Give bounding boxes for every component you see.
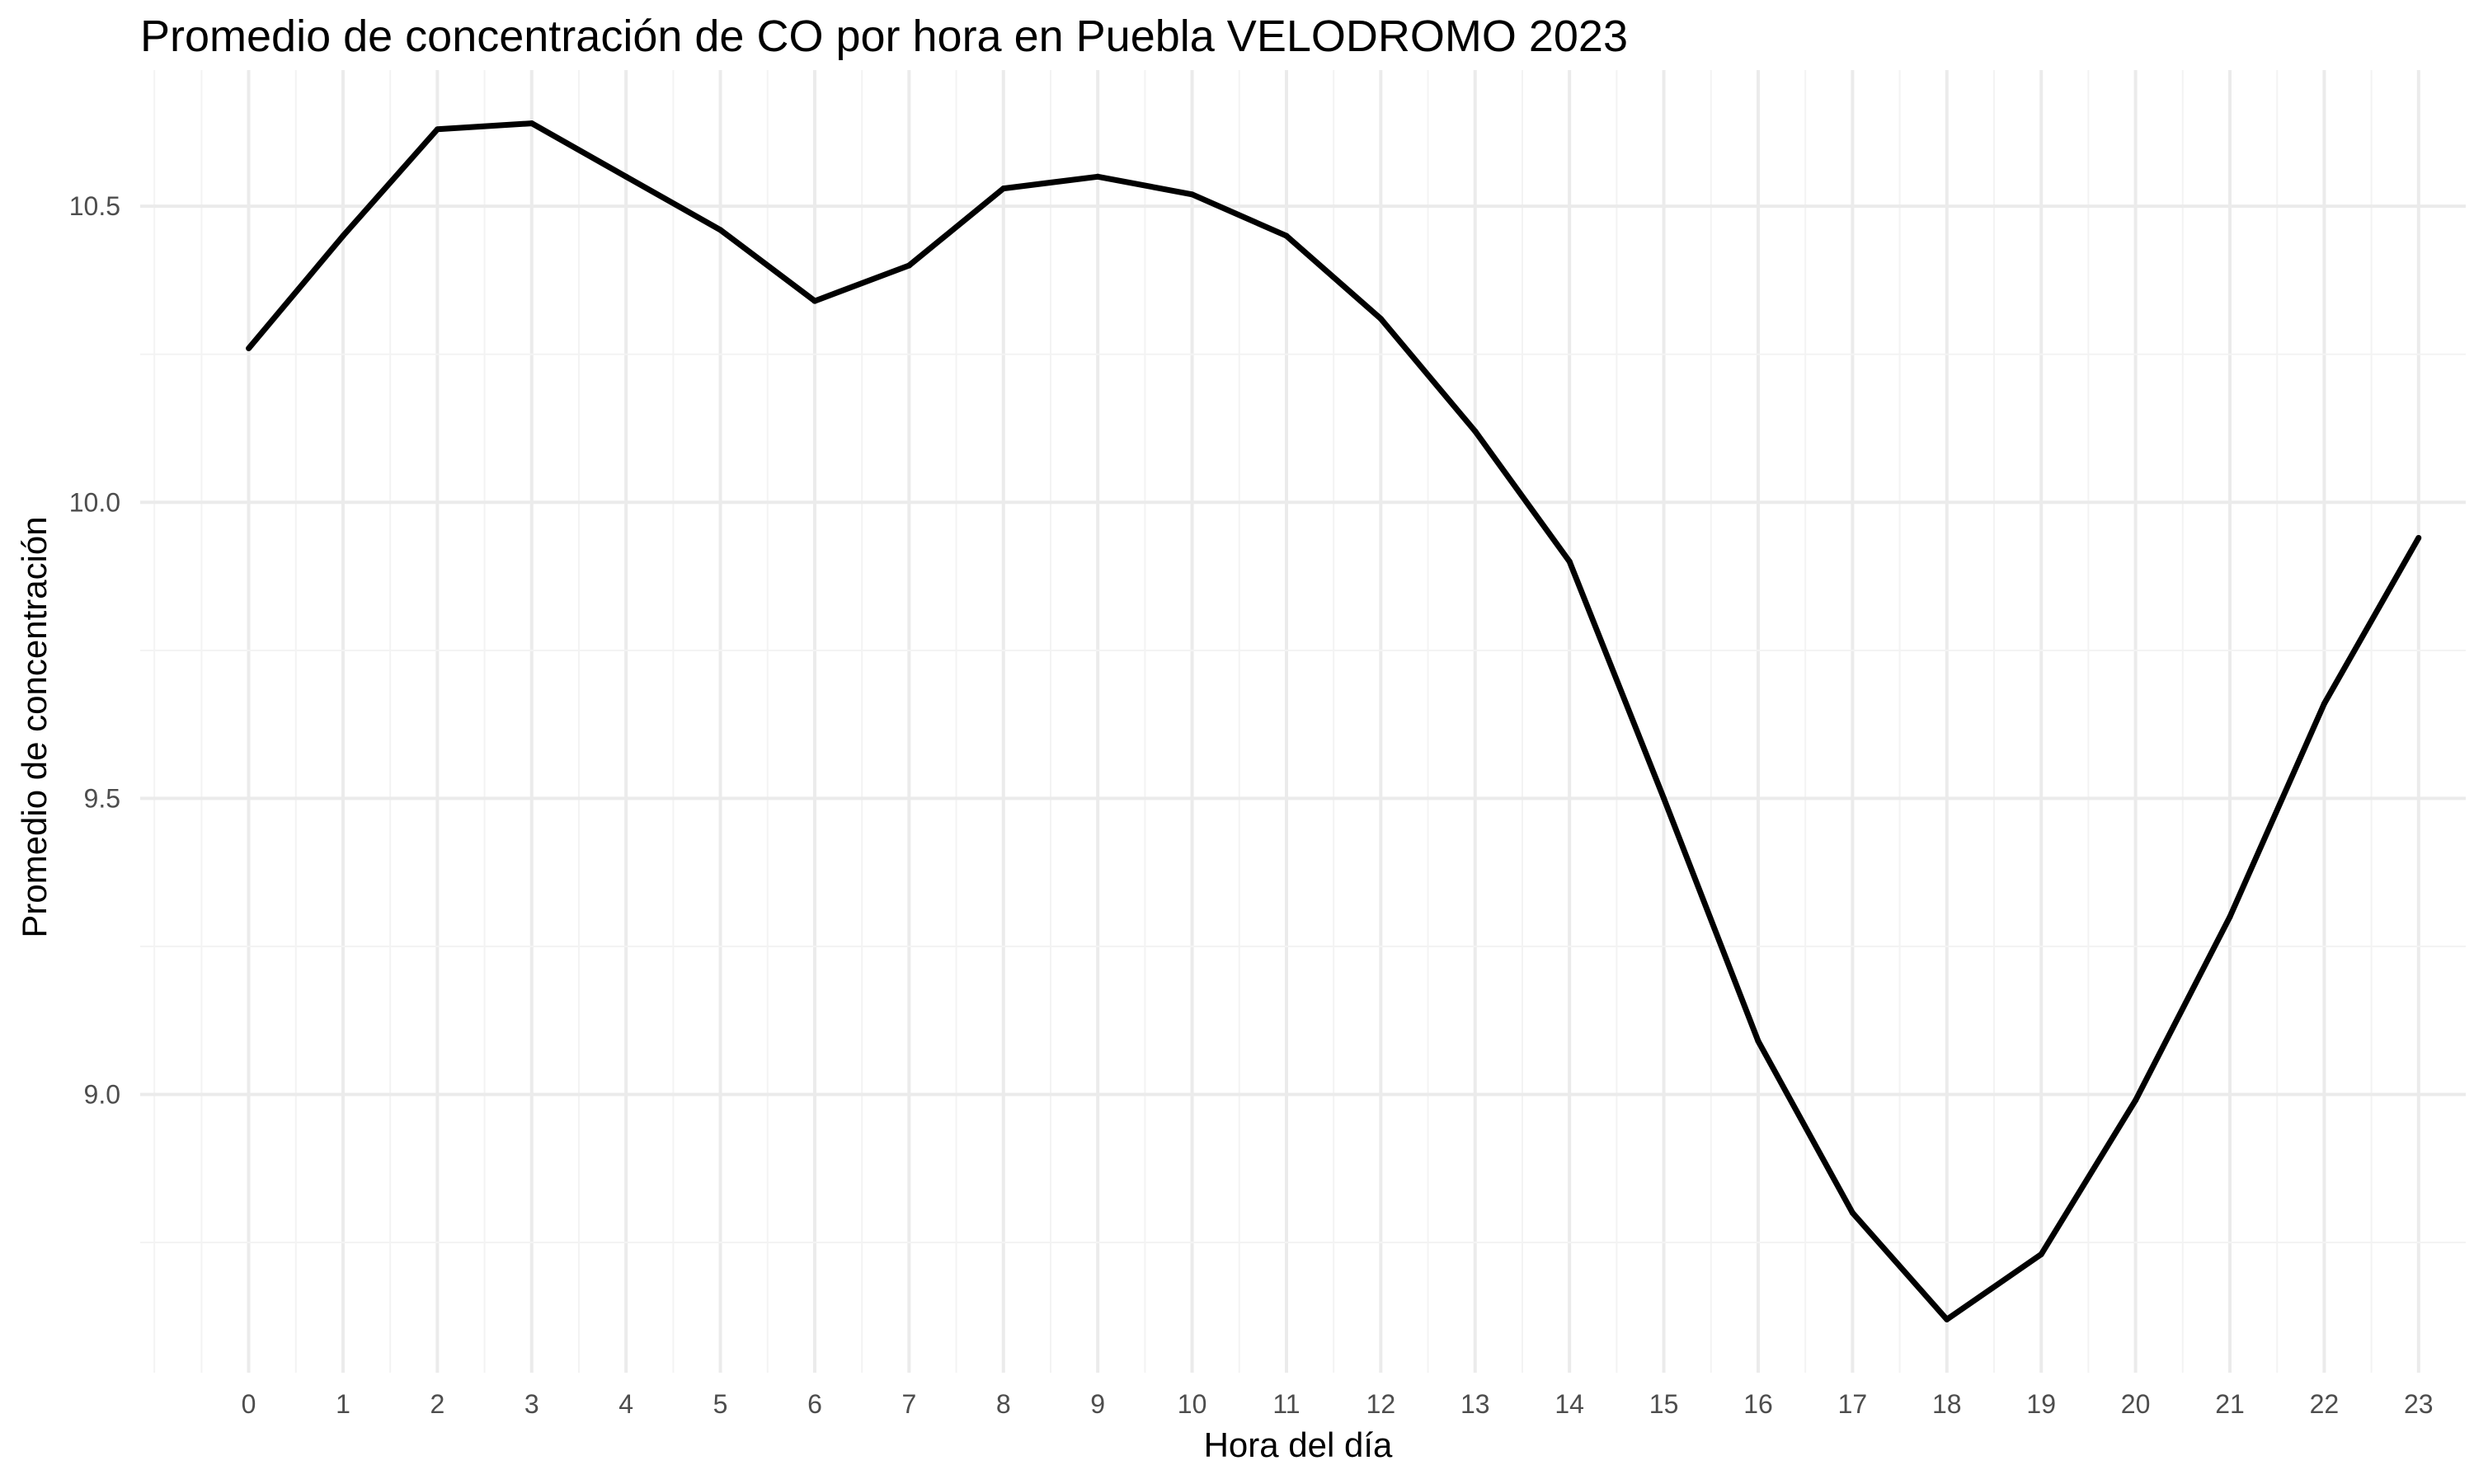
x-tick-label: 9: [1090, 1389, 1105, 1419]
data-point: [905, 262, 912, 269]
data-point: [811, 298, 818, 304]
x-tick-label: 14: [1554, 1389, 1584, 1419]
data-point: [1283, 232, 1290, 239]
series-line: [246, 120, 2421, 1322]
x-tick-label: 3: [524, 1389, 539, 1419]
data-point: [434, 126, 440, 133]
data-point: [1566, 558, 1573, 565]
x-tick-label: 8: [996, 1389, 1011, 1419]
x-tick-label: 12: [1366, 1389, 1396, 1419]
data-point: [1189, 191, 1196, 198]
x-axis-title: Hora del día: [1204, 1425, 1393, 1464]
y-axis-title: Promedio de concentración: [15, 516, 54, 937]
grid-lines: [140, 70, 2466, 1373]
x-tick-label: 2: [430, 1389, 444, 1419]
x-tick-label: 5: [713, 1389, 728, 1419]
data-point: [1000, 186, 1007, 192]
y-tick-label: 9.0: [84, 1079, 120, 1109]
data-point: [1661, 795, 1667, 801]
y-tick-label: 10.0: [69, 487, 120, 517]
y-tick-label: 10.5: [69, 191, 120, 221]
data-point: [340, 232, 346, 239]
x-tick-label: 7: [901, 1389, 916, 1419]
x-tick-label: 11: [1272, 1389, 1300, 1419]
x-tick-label: 20: [2121, 1389, 2151, 1419]
x-tick-label: 19: [2026, 1389, 2056, 1419]
data-point: [1377, 316, 1384, 322]
data-point: [717, 227, 724, 233]
data-point: [2038, 1251, 2044, 1257]
data-point: [2227, 913, 2233, 920]
series-layer: [246, 120, 2422, 1322]
y-tick-label: 9.5: [84, 783, 120, 813]
data-point: [1944, 1316, 1950, 1322]
data-point: [2321, 700, 2327, 707]
chart-title: Promedio de concentración de CO por hora…: [140, 12, 1628, 61]
x-tick-label: 18: [1932, 1389, 1962, 1419]
data-point: [1849, 1209, 1856, 1216]
data-point: [623, 173, 629, 180]
x-tick-label: 13: [1460, 1389, 1490, 1419]
data-point: [1094, 173, 1101, 180]
data-point: [2415, 534, 2422, 541]
x-axis-tick-labels: 0 1 2 3 4 5 6 7 8 9 10 11 12 13 14 15 16 17 18 19 20 21 22 23: [242, 1389, 2434, 1419]
x-tick-label: 6: [807, 1389, 822, 1419]
data-point: [2133, 1097, 2139, 1104]
x-tick-label: 21: [2215, 1389, 2245, 1419]
x-tick-label: 0: [242, 1389, 256, 1419]
data-point: [246, 345, 252, 352]
x-tick-label: 1: [336, 1389, 350, 1419]
data-point: [529, 120, 535, 127]
x-tick-label: 22: [2310, 1389, 2340, 1419]
x-tick-label: 15: [1649, 1389, 1679, 1419]
data-point: [1755, 1038, 1761, 1045]
x-tick-label: 10: [1178, 1389, 1207, 1419]
x-tick-label: 23: [2404, 1389, 2434, 1419]
data-point: [1472, 428, 1479, 434]
y-axis-tick-labels: 9.0 9.5 10.0 10.5: [69, 191, 120, 1109]
x-tick-label: 16: [1743, 1389, 1773, 1419]
x-tick-label: 4: [618, 1389, 633, 1419]
x-tick-label: 17: [1838, 1389, 1868, 1419]
